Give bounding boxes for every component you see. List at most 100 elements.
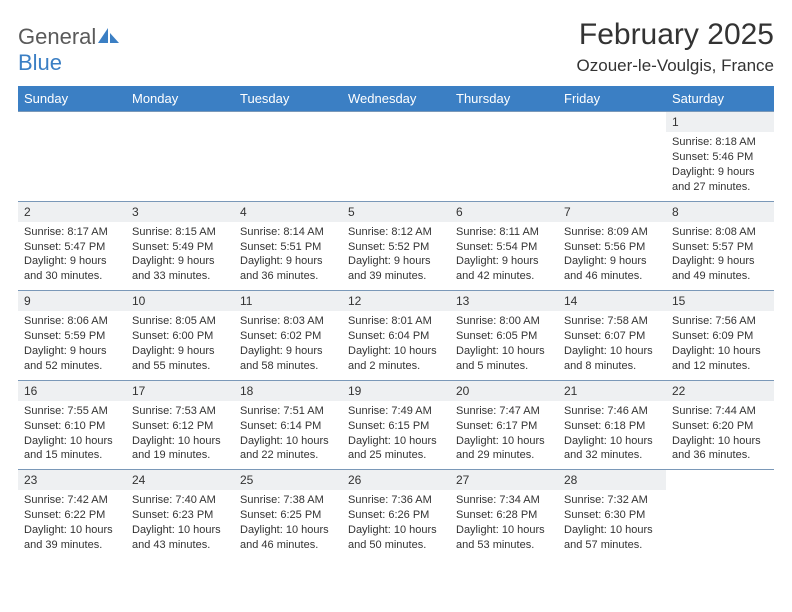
sunrise-text: Sunrise: 7:46 AM: [564, 404, 660, 419]
day-detail-cell: [126, 132, 234, 201]
sunrise-text: Sunrise: 8:00 AM: [456, 314, 552, 329]
sunset-text: Sunset: 5:59 PM: [24, 329, 120, 344]
sunset-text: Sunset: 6:05 PM: [456, 329, 552, 344]
daylight-text: Daylight: 10 hours: [348, 523, 444, 538]
daylight-text-2: and 5 minutes.: [456, 359, 552, 374]
day-detail-cell: [342, 132, 450, 201]
sunset-text: Sunset: 6:10 PM: [24, 419, 120, 434]
daylight-text: Daylight: 9 hours: [564, 254, 660, 269]
daylight-text: Daylight: 10 hours: [456, 434, 552, 449]
sunrise-text: Sunrise: 7:40 AM: [132, 493, 228, 508]
daylight-text: Daylight: 10 hours: [24, 434, 120, 449]
weekday-header-row: Sunday Monday Tuesday Wednesday Thursday…: [18, 86, 774, 112]
daylight-text: Daylight: 10 hours: [564, 434, 660, 449]
day-detail-cell: Sunrise: 8:18 AMSunset: 5:46 PMDaylight:…: [666, 132, 774, 201]
sunset-text: Sunset: 5:47 PM: [24, 240, 120, 255]
daylight-text-2: and 19 minutes.: [132, 448, 228, 463]
daylight-text-2: and 27 minutes.: [672, 180, 768, 195]
sunset-text: Sunset: 5:54 PM: [456, 240, 552, 255]
day-detail-cell: Sunrise: 8:00 AMSunset: 6:05 PMDaylight:…: [450, 311, 558, 380]
location: Ozouer-le-Voulgis, France: [577, 56, 774, 76]
daylight-text-2: and 52 minutes.: [24, 359, 120, 374]
week-daynum-row: 2345678: [18, 201, 774, 222]
daylight-text-2: and 36 minutes.: [240, 269, 336, 284]
sunset-text: Sunset: 6:30 PM: [564, 508, 660, 523]
sunset-text: Sunset: 6:15 PM: [348, 419, 444, 434]
sunset-text: Sunset: 6:18 PM: [564, 419, 660, 434]
sunrise-text: Sunrise: 8:06 AM: [24, 314, 120, 329]
sunrise-text: Sunrise: 8:01 AM: [348, 314, 444, 329]
day-number-cell: 8: [666, 201, 774, 222]
daylight-text: Daylight: 10 hours: [24, 523, 120, 538]
day-detail-cell: Sunrise: 8:17 AMSunset: 5:47 PMDaylight:…: [18, 222, 126, 291]
day-number-cell: [342, 112, 450, 133]
sunrise-text: Sunrise: 8:12 AM: [348, 225, 444, 240]
day-number-cell: 6: [450, 201, 558, 222]
calendar-table: Sunday Monday Tuesday Wednesday Thursday…: [18, 86, 774, 559]
day-detail-cell: [450, 132, 558, 201]
day-number-cell: 10: [126, 291, 234, 312]
daylight-text: Daylight: 10 hours: [132, 434, 228, 449]
logo-text: General Blue: [18, 24, 120, 76]
day-detail-cell: [666, 490, 774, 558]
day-number-cell: [234, 112, 342, 133]
sunset-text: Sunset: 6:28 PM: [456, 508, 552, 523]
day-detail-cell: Sunrise: 8:01 AMSunset: 6:04 PMDaylight:…: [342, 311, 450, 380]
daylight-text-2: and 39 minutes.: [348, 269, 444, 284]
day-detail-cell: Sunrise: 7:46 AMSunset: 6:18 PMDaylight:…: [558, 401, 666, 470]
daylight-text: Daylight: 10 hours: [240, 434, 336, 449]
sunset-text: Sunset: 5:52 PM: [348, 240, 444, 255]
day-number-cell: 19: [342, 380, 450, 401]
sunrise-text: Sunrise: 7:55 AM: [24, 404, 120, 419]
day-detail-cell: Sunrise: 7:32 AMSunset: 6:30 PMDaylight:…: [558, 490, 666, 558]
daylight-text-2: and 50 minutes.: [348, 538, 444, 553]
daylight-text-2: and 57 minutes.: [564, 538, 660, 553]
day-detail-cell: Sunrise: 8:08 AMSunset: 5:57 PMDaylight:…: [666, 222, 774, 291]
week-detail-row: Sunrise: 8:17 AMSunset: 5:47 PM Daylight:…: [18, 222, 774, 291]
day-detail-cell: Sunrise: 7:40 AMSunset: 6:23 PMDaylight:…: [126, 490, 234, 558]
sunset-text: Sunset: 6:17 PM: [456, 419, 552, 434]
daylight-text-2: and 2 minutes.: [348, 359, 444, 374]
sunset-text: Sunset: 6:22 PM: [24, 508, 120, 523]
day-number-cell: 16: [18, 380, 126, 401]
logo: General Blue: [18, 18, 120, 76]
day-number-cell: 7: [558, 201, 666, 222]
day-number-cell: [18, 112, 126, 133]
day-detail-cell: Sunrise: 8:06 AMSunset: 5:59 PMDaylight:…: [18, 311, 126, 380]
day-number-cell: [666, 470, 774, 491]
sunset-text: Sunset: 6:25 PM: [240, 508, 336, 523]
sunset-text: Sunset: 6:09 PM: [672, 329, 768, 344]
daylight-text-2: and 12 minutes.: [672, 359, 768, 374]
daylight-text: Daylight: 9 hours: [240, 344, 336, 359]
day-number-cell: 18: [234, 380, 342, 401]
sunset-text: Sunset: 5:51 PM: [240, 240, 336, 255]
weekday-header: Tuesday: [234, 86, 342, 112]
week-daynum-row: 16171819202122: [18, 380, 774, 401]
day-number-cell: 13: [450, 291, 558, 312]
day-number-cell: 2: [18, 201, 126, 222]
daylight-text: Daylight: 9 hours: [672, 165, 768, 180]
header: General Blue February 2025 Ozouer-le-Vou…: [18, 18, 774, 76]
daylight-text-2: and 30 minutes.: [24, 269, 120, 284]
daylight-text: Daylight: 10 hours: [672, 434, 768, 449]
day-number-cell: 24: [126, 470, 234, 491]
day-detail-cell: Sunrise: 7:36 AMSunset: 6:26 PMDaylight:…: [342, 490, 450, 558]
day-number-cell: 15: [666, 291, 774, 312]
sunrise-text: Sunrise: 7:44 AM: [672, 404, 768, 419]
logo-word2: Blue: [18, 50, 62, 75]
day-detail-cell: Sunrise: 7:55 AMSunset: 6:10 PMDaylight:…: [18, 401, 126, 470]
day-detail-cell: Sunrise: 7:44 AMSunset: 6:20 PMDaylight:…: [666, 401, 774, 470]
sunrise-text: Sunrise: 8:11 AM: [456, 225, 552, 240]
daylight-text: Daylight: 9 hours: [24, 344, 120, 359]
week-detail-row: Sunrise: 8:06 AMSunset: 5:59 PMDaylight:…: [18, 311, 774, 380]
sunset-text: Sunset: 6:20 PM: [672, 419, 768, 434]
daylight-text: Daylight: 10 hours: [456, 344, 552, 359]
day-number-cell: 4: [234, 201, 342, 222]
sunrise-text: Sunrise: 7:42 AM: [24, 493, 120, 508]
sunrise-text: Sunrise: 8:17 AM: [24, 225, 120, 240]
day-detail-cell: Sunrise: 7:53 AMSunset: 6:12 PMDaylight:…: [126, 401, 234, 470]
day-detail-cell: Sunrise: 7:38 AMSunset: 6:25 PMDaylight:…: [234, 490, 342, 558]
sunrise-text: Sunrise: 8:09 AM: [564, 225, 660, 240]
day-number-cell: 5: [342, 201, 450, 222]
day-number-cell: 12: [342, 291, 450, 312]
